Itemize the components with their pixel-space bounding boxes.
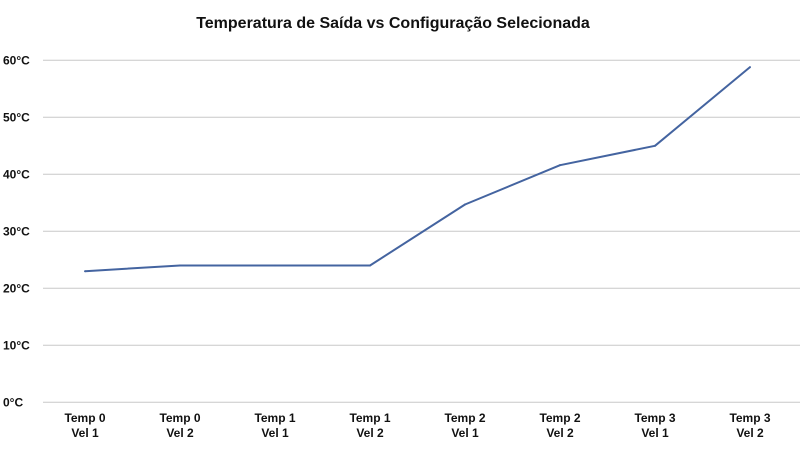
x-tick-label: Temp 0 Vel 1 (64, 411, 105, 440)
data-point (274, 264, 276, 267)
y-tick-label: 20°C (3, 281, 30, 295)
x-tick-label-line: Temp 0 (159, 411, 200, 425)
y-tick-label: 40°C (3, 167, 30, 181)
data-point (559, 164, 561, 167)
data-point (749, 66, 751, 69)
y-axis: 0°C 10°C 20°C 30°C 40°C 50°C 60°C (3, 53, 30, 409)
data-point (179, 264, 181, 267)
x-tick-label: Temp 3 Vel 2 (729, 411, 770, 440)
x-tick-label: Temp 2 Vel 1 (444, 411, 485, 440)
x-tick-label: Temp 0 Vel 2 (159, 411, 200, 440)
y-tick-label: 0°C (3, 395, 23, 409)
x-tick-label-line: Vel 1 (641, 426, 669, 440)
x-tick-label: Temp 2 Vel 2 (539, 411, 580, 440)
x-tick-label-line: Vel 1 (451, 426, 479, 440)
x-tick-label-line: Temp 2 (444, 411, 485, 425)
x-tick-label-line: Temp 3 (729, 411, 770, 425)
x-tick-label-line: Temp 1 (349, 411, 390, 425)
x-tick-label-line: Temp 0 (64, 411, 105, 425)
data-point (369, 264, 371, 267)
y-tick-label: 30°C (3, 224, 30, 238)
x-tick-label-line: Temp 2 (539, 411, 580, 425)
data-point (654, 144, 656, 147)
x-tick-label-line: Vel 2 (356, 426, 384, 440)
series-group (84, 66, 751, 273)
series-line (84, 66, 751, 273)
y-tick-label: 10°C (3, 338, 30, 352)
chart-title: Temperatura de Saída vs Configuração Sel… (196, 15, 590, 32)
x-tick-label: Temp 1 Vel 1 (254, 411, 295, 440)
x-tick-label-line: Vel 1 (71, 426, 99, 440)
y-tick-label: 60°C (3, 53, 30, 67)
data-point (464, 203, 466, 206)
x-tick-label-line: Vel 1 (261, 426, 289, 440)
x-tick-label-line: Vel 2 (546, 426, 574, 440)
gridlines (43, 59, 800, 403)
x-tick-label-line: Temp 1 (254, 411, 295, 425)
x-tick-label-line: Vel 2 (736, 426, 764, 440)
x-tick-label-line: Temp 3 (634, 411, 675, 425)
x-tick-label: Temp 3 Vel 1 (634, 411, 675, 440)
data-point (84, 270, 86, 273)
y-tick-label: 50°C (3, 110, 30, 124)
x-tick-label-line: Vel 2 (166, 426, 194, 440)
x-tick-label: Temp 1 Vel 2 (349, 411, 390, 440)
